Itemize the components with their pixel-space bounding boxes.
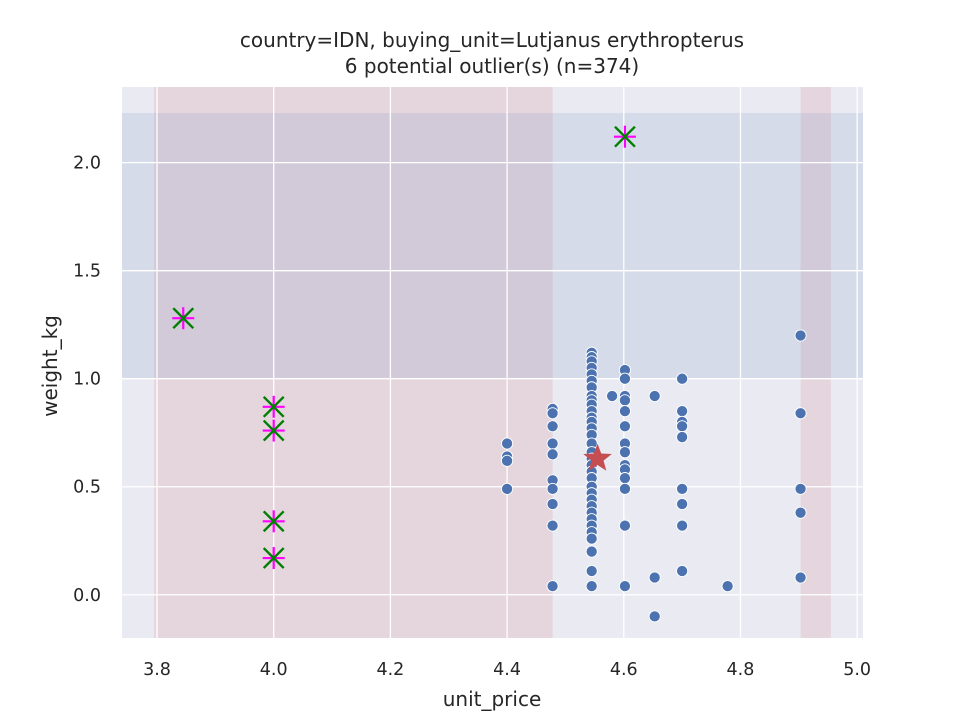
y-tick-label: 0.0 bbox=[73, 586, 101, 606]
x-tick-label: 4.2 bbox=[376, 660, 404, 680]
data-point bbox=[794, 506, 807, 519]
data-point bbox=[618, 472, 631, 485]
outlier-x-b bbox=[262, 547, 285, 569]
data-point bbox=[585, 545, 598, 558]
data-point bbox=[546, 420, 559, 433]
data-point bbox=[618, 405, 631, 418]
data-point bbox=[676, 482, 689, 495]
data-point bbox=[606, 389, 619, 403]
x-tick-label: 5.0 bbox=[843, 660, 871, 680]
outlier-x-b bbox=[614, 125, 636, 148]
data-point bbox=[546, 437, 559, 450]
x-axis-ticks: 3.8 4.0 4.2 4.4 4.6 4.8 5.0 bbox=[143, 660, 871, 680]
data-point bbox=[676, 405, 689, 418]
data-point bbox=[618, 580, 631, 593]
data-point bbox=[546, 407, 559, 420]
outlier-x-b bbox=[172, 307, 195, 330]
outlier-marker bbox=[262, 419, 285, 442]
data-point bbox=[546, 482, 559, 495]
x-axis-label: unit_price bbox=[443, 687, 542, 711]
outlier-marker bbox=[613, 125, 636, 148]
data-point bbox=[794, 482, 807, 495]
x-outlier-band bbox=[800, 87, 831, 638]
outlier-x-b bbox=[262, 510, 285, 533]
x-tick-label: 4.6 bbox=[610, 660, 638, 680]
outlier-marker bbox=[262, 510, 285, 533]
data-point bbox=[648, 610, 661, 623]
data-point bbox=[546, 519, 559, 532]
data-point bbox=[676, 372, 689, 385]
data-point bbox=[676, 430, 689, 444]
plot-area bbox=[122, 87, 863, 638]
outlier-marker bbox=[262, 395, 285, 418]
data-point bbox=[618, 372, 631, 385]
x-tick-label: 4.0 bbox=[260, 660, 288, 680]
x-tick-label: 4.8 bbox=[727, 660, 755, 680]
data-point bbox=[648, 571, 661, 584]
x-tick-label: 4.4 bbox=[493, 660, 521, 680]
data-point bbox=[676, 564, 689, 578]
y-axis-ticks: 0.0 0.5 1.0 1.5 2.0 bbox=[73, 154, 101, 606]
x-tick-label: 3.8 bbox=[143, 660, 171, 680]
data-point bbox=[546, 580, 559, 593]
y-axis-label: weight_kg bbox=[38, 315, 62, 417]
data-point bbox=[794, 571, 807, 584]
data-points bbox=[501, 329, 807, 623]
data-point bbox=[794, 329, 807, 342]
y-tick-label: 1.0 bbox=[73, 370, 101, 390]
data-point bbox=[546, 448, 559, 461]
data-point bbox=[618, 519, 631, 532]
outlier-marker bbox=[262, 547, 285, 570]
y-outlier-band bbox=[122, 112, 863, 379]
data-point bbox=[501, 482, 514, 495]
outlier-x-b bbox=[262, 419, 285, 442]
grid bbox=[122, 87, 863, 638]
data-point bbox=[676, 420, 689, 433]
data-point bbox=[501, 437, 514, 450]
center-marker bbox=[583, 443, 612, 471]
data-point bbox=[676, 497, 689, 511]
outlier-x-b bbox=[262, 395, 285, 418]
center-star bbox=[583, 443, 612, 471]
outlier-markers bbox=[172, 125, 636, 570]
data-point bbox=[501, 454, 514, 467]
chart-subtitle: 6 potential outlier(s) (n=374) bbox=[345, 54, 639, 78]
data-point bbox=[585, 532, 598, 545]
x-outlier-band bbox=[154, 87, 553, 638]
chart-title: country=IDN, buying_unit=Lutjanus erythr… bbox=[240, 28, 744, 52]
data-point bbox=[618, 446, 631, 459]
data-point bbox=[618, 482, 631, 495]
data-point bbox=[648, 389, 661, 403]
data-point bbox=[721, 580, 734, 593]
data-point bbox=[618, 394, 631, 407]
data-point bbox=[794, 407, 807, 420]
data-point bbox=[585, 564, 598, 578]
y-tick-label: 1.5 bbox=[73, 262, 101, 282]
outlier-marker bbox=[172, 307, 195, 330]
y-tick-label: 0.5 bbox=[73, 478, 101, 498]
data-point bbox=[546, 497, 559, 511]
data-point bbox=[585, 580, 598, 593]
shaded-bands bbox=[122, 87, 863, 638]
data-point bbox=[618, 420, 631, 433]
y-tick-label: 2.0 bbox=[73, 154, 101, 174]
data-point bbox=[676, 519, 689, 532]
